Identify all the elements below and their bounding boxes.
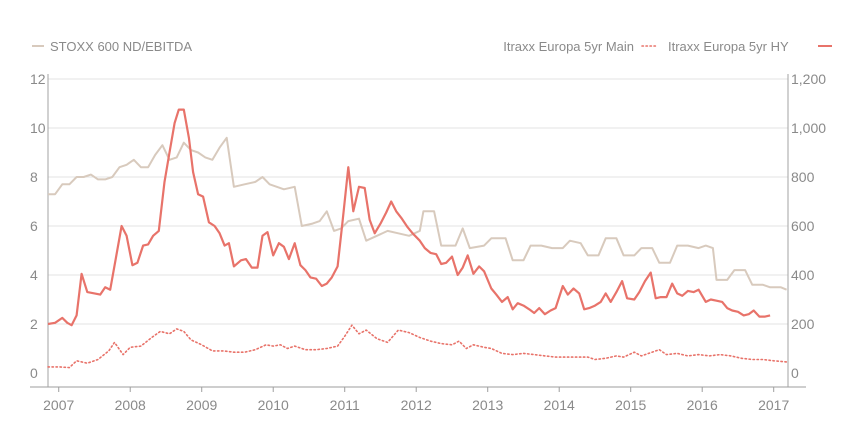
gridlines <box>48 78 788 325</box>
x-tick-2016: 2016 <box>687 397 718 413</box>
right-y-tick-400: 400 <box>791 267 815 283</box>
x-tick-labels: 2007 2008 2009 2010 2011 2012 2013 2014 2015 2016… <box>43 397 789 413</box>
legend-label-itraxx-main: Itraxx Europa 5yr Main <box>503 39 634 54</box>
x-tick-2011: 2011 <box>330 397 360 413</box>
legend: STOXX 600 ND/EBITDA Itraxx Europa 5yr Ma… <box>32 39 832 54</box>
right-y-tick-200: 200 <box>791 316 815 332</box>
x-tick-2010: 2010 <box>258 397 289 413</box>
x-tick-2013: 2013 <box>472 397 503 413</box>
series-itraxx-hy <box>47 108 771 327</box>
left-y-tick-0: 0 <box>30 365 38 381</box>
right-y-tick-labels: 0 200 400 600 800 1,000 1,200 <box>791 71 826 381</box>
left-y-tick-10: 10 <box>30 120 46 136</box>
x-tick-2008: 2008 <box>115 397 146 413</box>
x-tick-2014: 2014 <box>544 397 575 413</box>
axes <box>30 74 806 392</box>
right-y-tick-800: 800 <box>791 169 815 185</box>
right-y-tick-1000: 1,000 <box>791 120 826 136</box>
left-y-tick-6: 6 <box>30 218 38 234</box>
legend-label-stoxx: STOXX 600 ND/EBITDA <box>50 39 192 54</box>
legend-label-itraxx-hy: Itraxx Europa 5yr HY <box>668 39 789 54</box>
left-y-tick-4: 4 <box>30 267 38 283</box>
x-tick-2017: 2017 <box>758 397 789 413</box>
x-tick-2009: 2009 <box>186 397 217 413</box>
x-tick-2015: 2015 <box>615 397 646 413</box>
right-y-tick-0: 0 <box>791 365 799 381</box>
x-tick-2007: 2007 <box>43 397 74 413</box>
right-y-tick-1200: 1,200 <box>791 71 826 87</box>
left-y-tick-8: 8 <box>30 169 38 185</box>
x-tick-2012: 2012 <box>401 397 432 413</box>
series-lines <box>47 108 788 369</box>
series-stoxx-nd-ebitda <box>48 136 787 291</box>
right-y-tick-600: 600 <box>791 218 815 234</box>
left-y-tick-12: 12 <box>30 71 46 87</box>
left-y-tick-2: 2 <box>30 316 38 332</box>
series-itraxx-main <box>47 324 788 369</box>
left-y-tick-labels: 0 2 4 6 8 10 12 <box>30 71 46 381</box>
